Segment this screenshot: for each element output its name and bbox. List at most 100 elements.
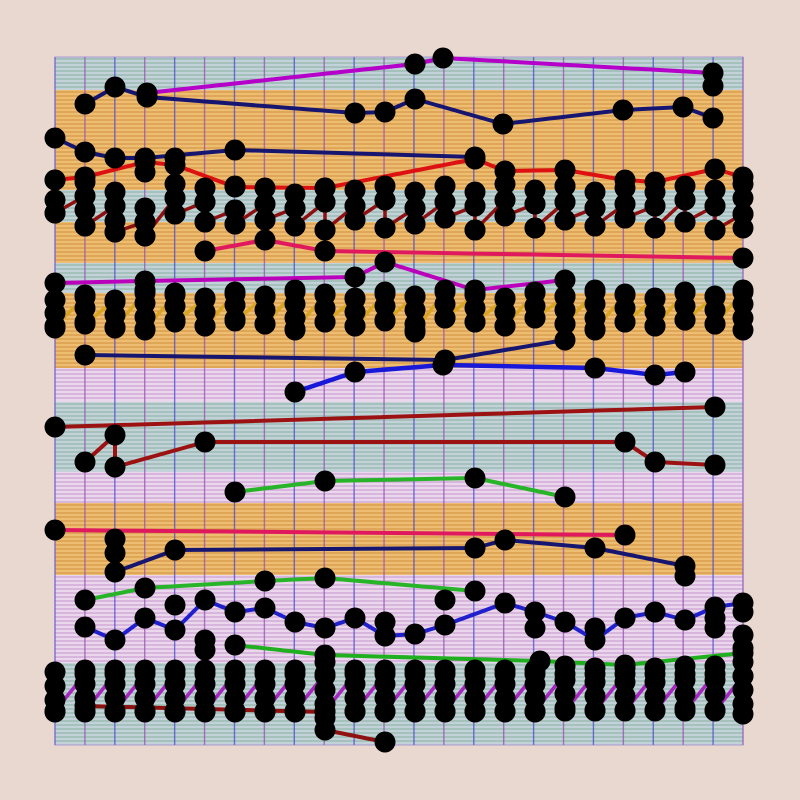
- marker-dot: [104, 147, 126, 169]
- stack-dot: [194, 191, 216, 213]
- stack-dot: [704, 179, 726, 201]
- stack-dot: [494, 205, 516, 227]
- marker-dot: [704, 158, 726, 180]
- marker-dot: [644, 451, 666, 473]
- marker-dot: [314, 617, 336, 639]
- marker-dot: [644, 601, 666, 623]
- stack-dot: [164, 309, 186, 331]
- marker-dot: [464, 148, 486, 170]
- stack-dot: [44, 202, 66, 224]
- marker-dot: [494, 529, 516, 551]
- stack-dot: [704, 699, 726, 721]
- stack-dot: [434, 307, 456, 329]
- marker-dot: [344, 266, 366, 288]
- marker-dot: [104, 542, 126, 564]
- series-line-crimson-upper: [203, 238, 745, 260]
- marker-dot: [554, 329, 576, 351]
- stack-dot: [434, 191, 456, 213]
- stack-dot: [284, 215, 306, 237]
- stack-dot: [644, 217, 666, 239]
- marker-dot: [464, 537, 486, 559]
- marker-dot: [344, 361, 366, 383]
- stack-dot: [494, 701, 516, 723]
- marker-dot: [134, 607, 156, 629]
- marker-dot: [224, 481, 246, 503]
- marker-dot: [702, 107, 724, 129]
- marker-dot: [524, 601, 546, 623]
- stack-dot: [314, 707, 336, 729]
- stack-dot: [584, 699, 606, 721]
- stack-dot: [732, 319, 754, 341]
- stack-dot: [44, 701, 66, 723]
- stack-dot: [674, 189, 696, 211]
- stack-dot: [374, 701, 396, 723]
- marker-dot: [702, 75, 724, 97]
- marker-dot: [164, 594, 186, 616]
- stack-dot: [464, 219, 486, 241]
- marker-dot: [432, 47, 454, 69]
- stack-dot: [554, 313, 576, 335]
- marker-dot: [524, 617, 546, 639]
- marker-dot: [164, 147, 186, 169]
- marker-dot: [134, 161, 156, 183]
- marker-dot: [674, 565, 696, 587]
- stack-dot: [254, 313, 276, 335]
- stack-dot: [584, 197, 606, 219]
- marker-dot: [74, 93, 96, 115]
- stack-dot: [524, 217, 546, 239]
- series-line-navy-top: [83, 85, 715, 126]
- stack-dot: [464, 195, 486, 217]
- stack-dot: [314, 219, 336, 241]
- marker-dot: [254, 570, 276, 592]
- marker-dot: [492, 113, 514, 135]
- marker-dot: [374, 731, 396, 753]
- marker-dot: [74, 616, 96, 638]
- stack-dot: [104, 195, 126, 217]
- marker-dot: [194, 589, 216, 611]
- stack-dot: [134, 701, 156, 723]
- marker-dot: [224, 601, 246, 623]
- stack-dot: [344, 315, 366, 337]
- stack-dot: [104, 317, 126, 339]
- stack-dot: [74, 311, 96, 333]
- stack-dot: [224, 701, 246, 723]
- stack-dot: [224, 175, 246, 197]
- stack-dot: [524, 701, 546, 723]
- stack-dot: [524, 307, 546, 329]
- marker-dot: [194, 431, 216, 453]
- marker-dot: [672, 96, 694, 118]
- series-line-magenta-mid: [53, 260, 567, 292]
- stack-dot: [104, 221, 126, 243]
- stack-dot: [74, 215, 96, 237]
- marker-dot: [644, 364, 666, 386]
- marker-dot: [614, 607, 636, 629]
- stack-dot: [254, 193, 276, 215]
- marker-dot: [44, 272, 66, 294]
- stack-dot: [732, 217, 754, 239]
- marker-dot: [674, 361, 696, 383]
- marker-dot: [584, 357, 606, 379]
- stack-dot: [614, 311, 636, 333]
- band-9-orange: [55, 503, 743, 575]
- plot-border: [54, 56, 744, 746]
- marker-dot: [704, 454, 726, 476]
- stack-dot: [374, 309, 396, 331]
- marker-dot: [434, 589, 456, 611]
- stack-dot: [644, 315, 666, 337]
- stack-dot: [194, 211, 216, 233]
- stack-dot: [224, 308, 246, 330]
- marker-dot: [704, 396, 726, 418]
- stack-dot: [434, 175, 456, 197]
- stack-dot: [704, 219, 726, 241]
- marker-dot: [224, 139, 246, 161]
- marker-dot: [254, 229, 276, 251]
- stack-dot: [434, 207, 456, 229]
- stack-dot: [554, 191, 576, 213]
- stack-dot: [314, 311, 336, 333]
- marker-dot: [732, 247, 754, 269]
- stack-dot: [554, 209, 576, 231]
- marker-dot: [554, 486, 576, 508]
- marker-dot: [104, 424, 126, 446]
